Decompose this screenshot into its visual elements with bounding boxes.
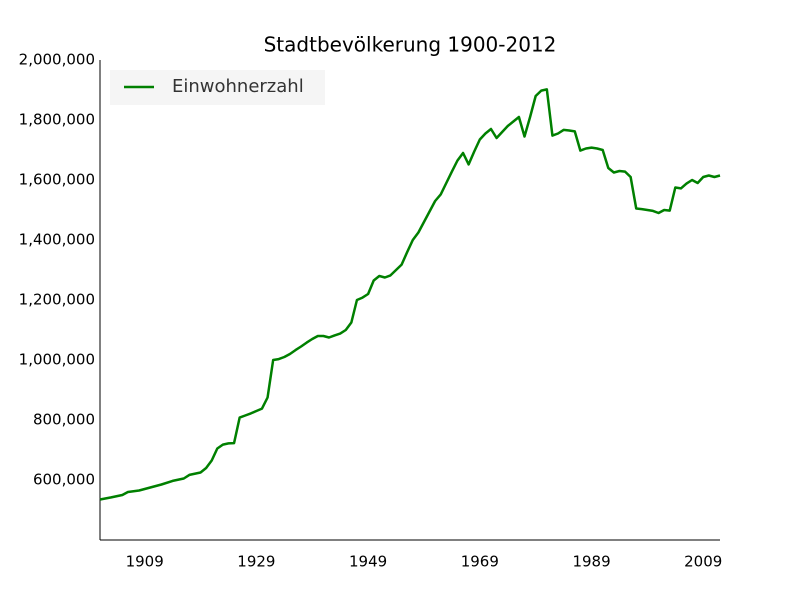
y-tick-label: 1,200,000: [19, 291, 95, 309]
x-tick-label: 2009: [684, 553, 722, 571]
x-tick-label: 1989: [572, 553, 610, 571]
x-tick-label: 1949: [349, 553, 387, 571]
y-tick-label: 2,000,000: [19, 51, 95, 69]
data-line: [99, 88, 721, 501]
y-tick-label: 600,000: [33, 471, 95, 489]
y-tick-label: 1,000,000: [19, 351, 95, 369]
y-tick-label: 1,600,000: [19, 171, 95, 189]
legend-label: Einwohnerzahl: [172, 76, 304, 97]
y-tick-label: 1,800,000: [19, 111, 95, 129]
y-tick-label: 800,000: [33, 411, 95, 429]
x-tick-label: 1969: [461, 553, 499, 571]
x-tick-label: 1929: [237, 553, 275, 571]
x-tick-label: 1909: [126, 553, 164, 571]
chart-title: Stadtbevölkerung 1900-2012: [264, 33, 557, 57]
y-tick-label: 1,400,000: [19, 231, 95, 249]
